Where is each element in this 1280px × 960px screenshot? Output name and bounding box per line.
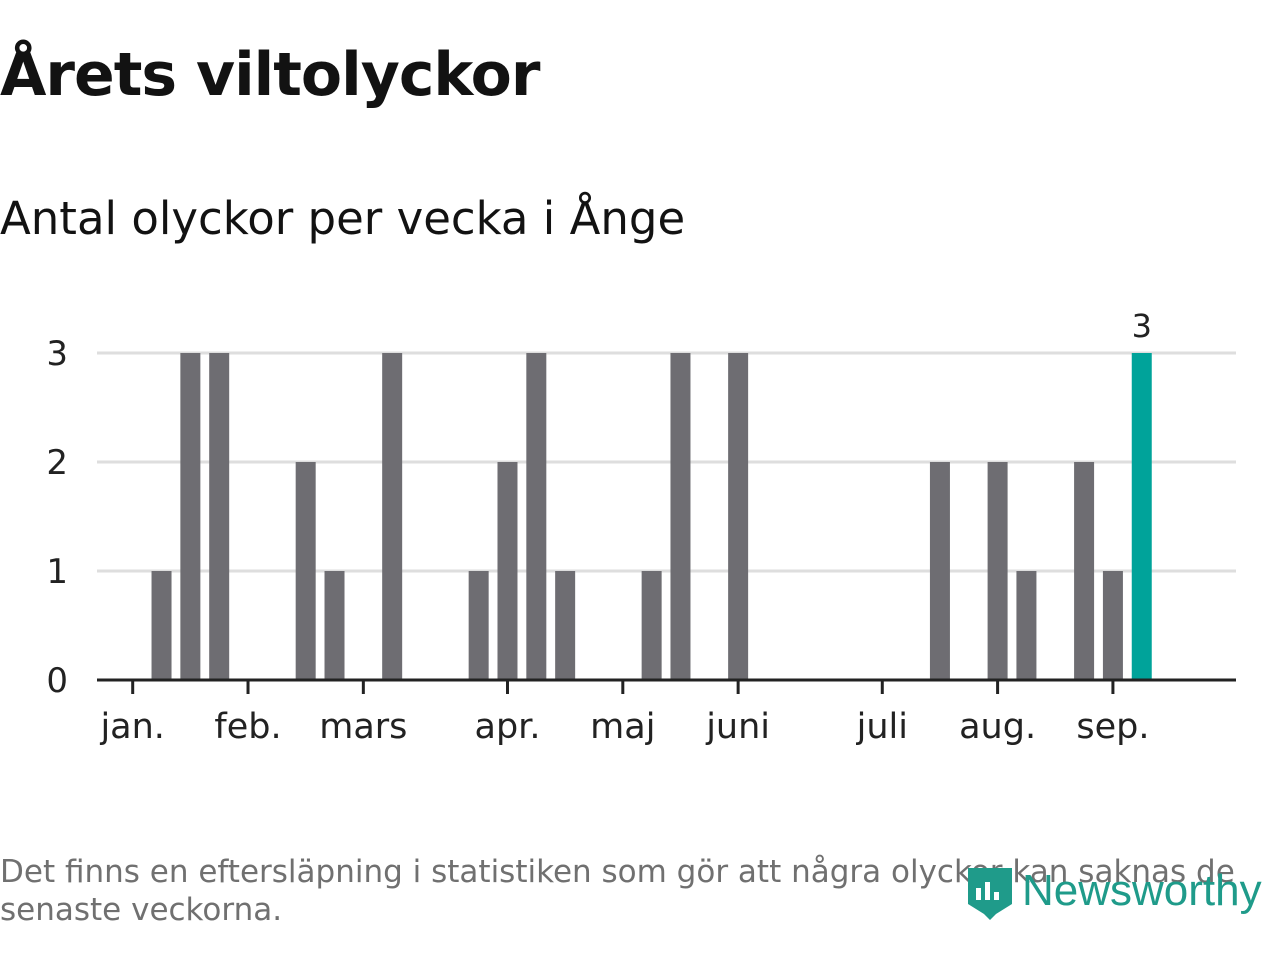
bar	[295, 462, 316, 680]
x-tick-label: aug.	[959, 707, 1036, 747]
x-tick-label: sep.	[1076, 707, 1149, 747]
bar	[468, 571, 489, 680]
y-tick-label: 1	[46, 552, 68, 592]
bar	[382, 353, 403, 680]
bar	[555, 571, 576, 680]
x-tick-label: juni	[705, 707, 770, 747]
bar	[641, 571, 662, 680]
bar	[1102, 571, 1123, 680]
x-tick-label: maj	[590, 707, 655, 747]
data-label: 3	[1132, 307, 1152, 345]
bar	[987, 462, 1008, 680]
footnote: Det finns en eftersläpning i statistiken…	[0, 854, 1235, 928]
logo-text: Newsworthy	[1022, 866, 1262, 915]
x-tick-label: jan.	[99, 707, 164, 747]
bar	[497, 462, 518, 680]
bar	[209, 353, 230, 680]
bar	[1016, 571, 1037, 680]
bar	[526, 353, 547, 680]
x-tick-label: feb.	[214, 707, 281, 747]
bar	[180, 353, 201, 680]
bar	[324, 571, 345, 680]
newsworthy-logo-icon	[968, 868, 1012, 920]
bar	[929, 462, 950, 680]
chart-subtitle: Antal olyckor per vecka i Ånge	[0, 192, 686, 245]
bar	[670, 353, 691, 680]
bar-chart: 0 1 2 3 3 jan. feb. mars apr. maj juni juli aug. sep.	[46, 307, 1236, 747]
bar	[728, 353, 749, 680]
chart-title: Årets viltolyckor	[0, 40, 540, 110]
y-tick-label: 0	[46, 661, 68, 701]
newsworthy-logo: Newsworthy	[964, 862, 1262, 920]
y-tick-label: 2	[46, 443, 68, 483]
bar-highlight	[1131, 353, 1152, 680]
bar	[151, 571, 172, 680]
x-tick-label: mars	[319, 707, 407, 747]
y-tick-label: 3	[46, 334, 68, 374]
x-tick-label: apr.	[475, 707, 541, 747]
bar	[1074, 462, 1095, 680]
x-tick-label: juli	[856, 707, 908, 747]
